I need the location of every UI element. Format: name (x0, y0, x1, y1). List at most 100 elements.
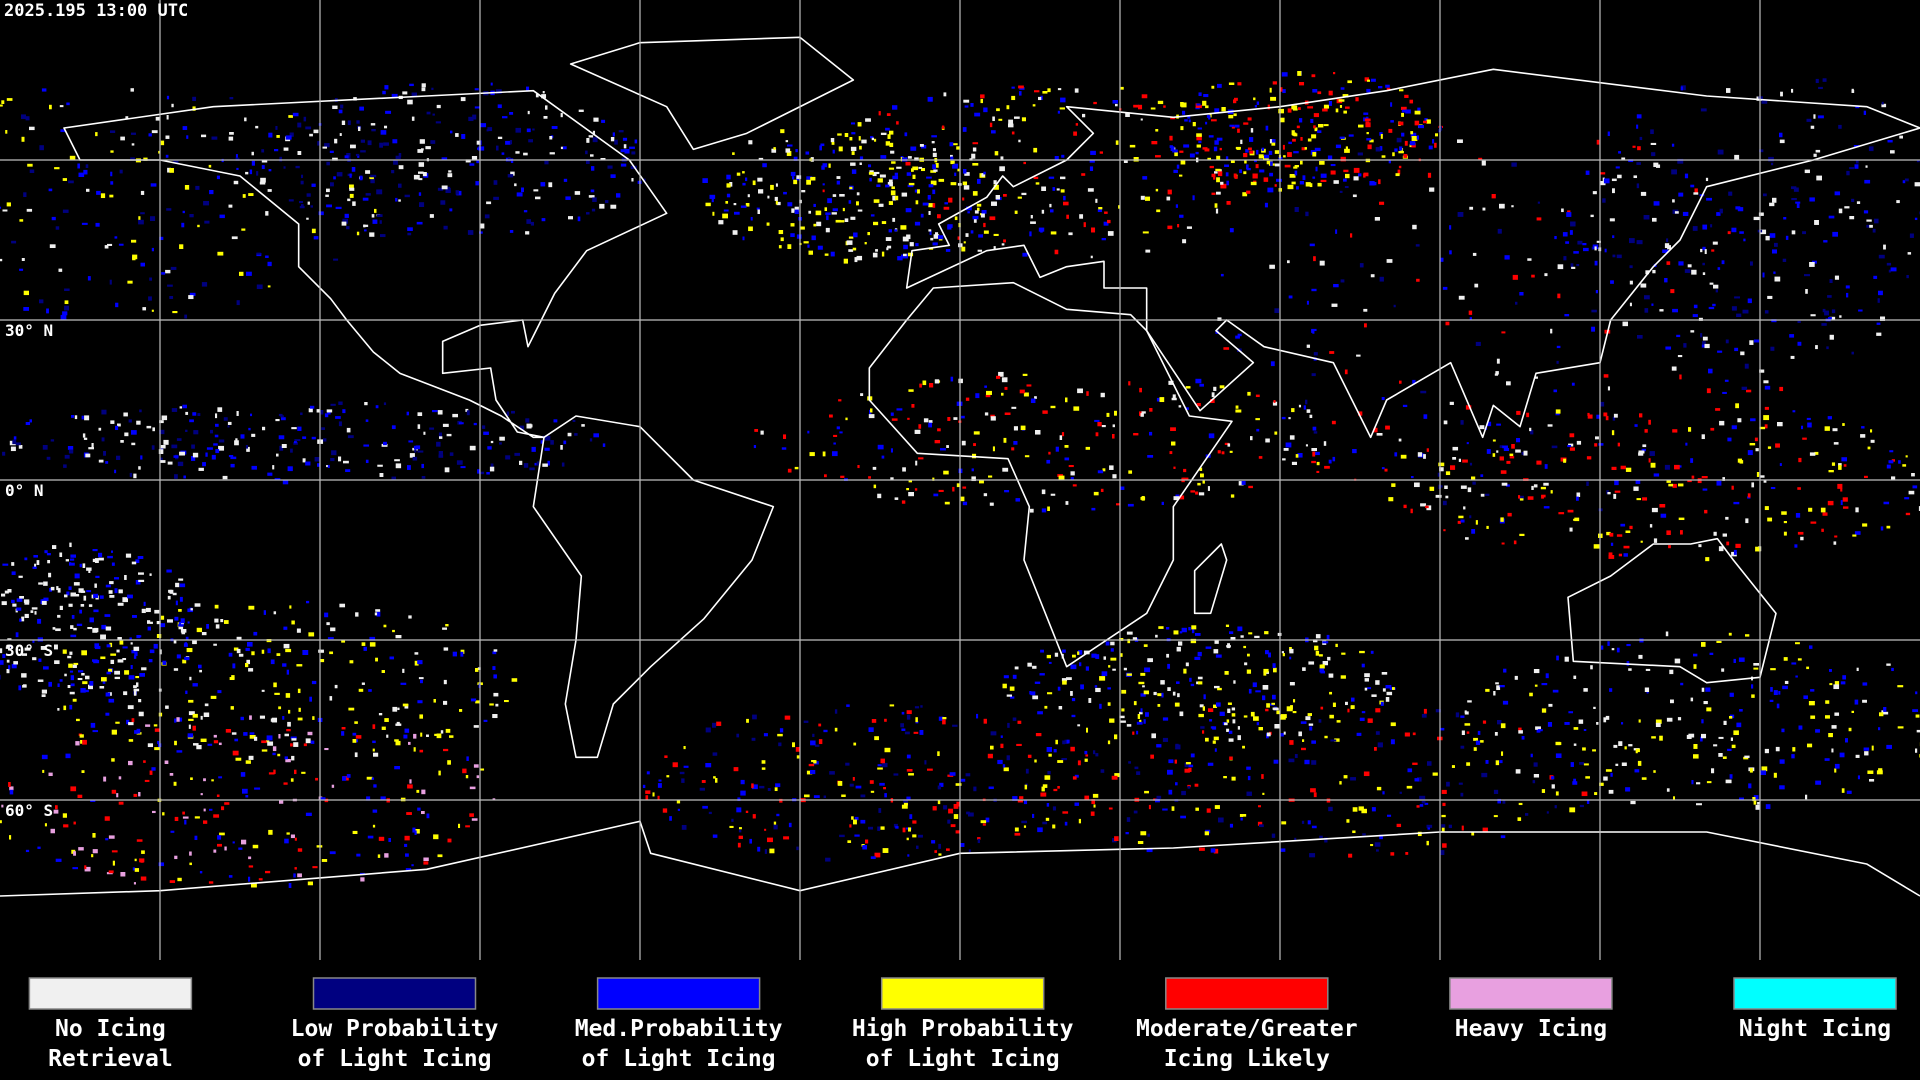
icing-pixel (1427, 827, 1431, 830)
icing-pixel (1569, 527, 1573, 532)
icing-pixel (431, 87, 434, 91)
icing-pixel (275, 126, 278, 130)
icing-pixel (1576, 264, 1580, 267)
icing-pixel (933, 169, 938, 172)
icing-pixel (1364, 323, 1367, 328)
icing-pixel (1309, 243, 1315, 247)
icing-pixel (890, 477, 894, 480)
icing-pixel (757, 846, 761, 852)
icing-pixel (1045, 817, 1050, 821)
icing-pixel (1142, 176, 1148, 180)
icing-pixel (553, 419, 558, 423)
icing-pixel (76, 623, 83, 627)
icing-pixel (1808, 507, 1813, 512)
icing-pixel (1608, 552, 1613, 557)
icing-pixel (248, 856, 252, 860)
icing-pixel (1231, 776, 1236, 781)
icing-pixel (1708, 306, 1715, 310)
icing-pixel (1230, 637, 1236, 641)
icing-pixel (248, 605, 255, 610)
icing-pixel (1771, 319, 1777, 323)
icing-pixel (438, 454, 444, 458)
icing-pixel (1702, 272, 1706, 276)
icing-pixel (239, 271, 244, 276)
icing-pixel (779, 728, 784, 733)
icing-pixel (1017, 196, 1022, 199)
icing-pixel (117, 637, 122, 641)
icing-pixel (657, 783, 662, 788)
icing-pixel (1266, 732, 1271, 737)
icing-pixel (872, 173, 877, 177)
icing-pixel (1256, 722, 1260, 726)
icing-pixel (836, 426, 840, 430)
icing-pixel (1855, 507, 1859, 513)
icing-pixel (394, 459, 400, 462)
icing-pixel (360, 176, 363, 180)
icing-pixel (465, 775, 469, 779)
icing-pixel (188, 295, 194, 300)
icing-pixel (1379, 276, 1384, 282)
icing-pixel (588, 195, 595, 198)
icing-pixel (208, 881, 214, 884)
icing-pixel (284, 733, 289, 737)
icing-pixel (299, 201, 303, 204)
icing-pixel (89, 617, 94, 623)
icing-pixel (1607, 131, 1610, 137)
icing-pixel (1243, 122, 1249, 125)
icing-pixel (1543, 506, 1550, 509)
icing-pixel (977, 249, 983, 252)
icing-pixel (105, 584, 111, 588)
icing-pixel (499, 436, 505, 441)
icing-pixel (1170, 117, 1176, 120)
icing-pixel (1318, 654, 1323, 657)
icing-pixel (1779, 132, 1783, 138)
icing-pixel (1181, 790, 1186, 796)
icing-pixel (822, 189, 825, 193)
icing-pixel (22, 685, 27, 688)
icing-pixel (937, 751, 940, 757)
icing-pixel (1156, 744, 1162, 748)
icing-pixel (1611, 648, 1615, 651)
icing-pixel (1293, 166, 1298, 169)
icing-pixel (228, 652, 233, 657)
icing-pixel (1518, 495, 1521, 499)
icing-pixel (88, 447, 94, 450)
icing-pixel (1216, 702, 1221, 707)
icing-pixel (1167, 189, 1172, 195)
icing-pixel (1421, 714, 1427, 718)
icing-pixel (1330, 739, 1337, 742)
icing-pixel (877, 767, 883, 770)
icing-pixel (1674, 658, 1681, 664)
icing-pixel (1641, 448, 1647, 452)
icing-pixel (1802, 437, 1807, 440)
icing-pixel (292, 112, 299, 117)
icing-pixel (69, 651, 73, 655)
icing-pixel (285, 759, 291, 763)
icing-pixel (1764, 424, 1768, 429)
icing-pixel (1838, 124, 1842, 129)
icing-pixel (1871, 745, 1874, 751)
icing-pixel (1432, 139, 1435, 144)
icing-pixel (1347, 708, 1350, 713)
icing-pixel (1114, 836, 1119, 842)
icing-pixel (1677, 158, 1684, 164)
icing-pixel (250, 413, 253, 417)
icing-pixel (329, 651, 334, 655)
icing-pixel (138, 711, 144, 717)
icing-pixel (163, 439, 169, 445)
icing-pixel (91, 854, 94, 858)
icing-pixel (1463, 506, 1466, 510)
icing-pixel (50, 828, 55, 834)
icing-pixel (139, 673, 145, 677)
icing-pixel (1210, 848, 1216, 853)
icing-pixel (992, 116, 995, 122)
icing-pixel (1399, 791, 1402, 794)
icing-pixel (872, 252, 878, 258)
icing-pixel (1537, 201, 1540, 204)
icing-pixel (832, 451, 838, 457)
icing-pixel (1030, 215, 1033, 219)
icing-pixel (455, 190, 459, 195)
icing-pixel (1401, 109, 1406, 113)
icing-pixel (1195, 107, 1200, 110)
